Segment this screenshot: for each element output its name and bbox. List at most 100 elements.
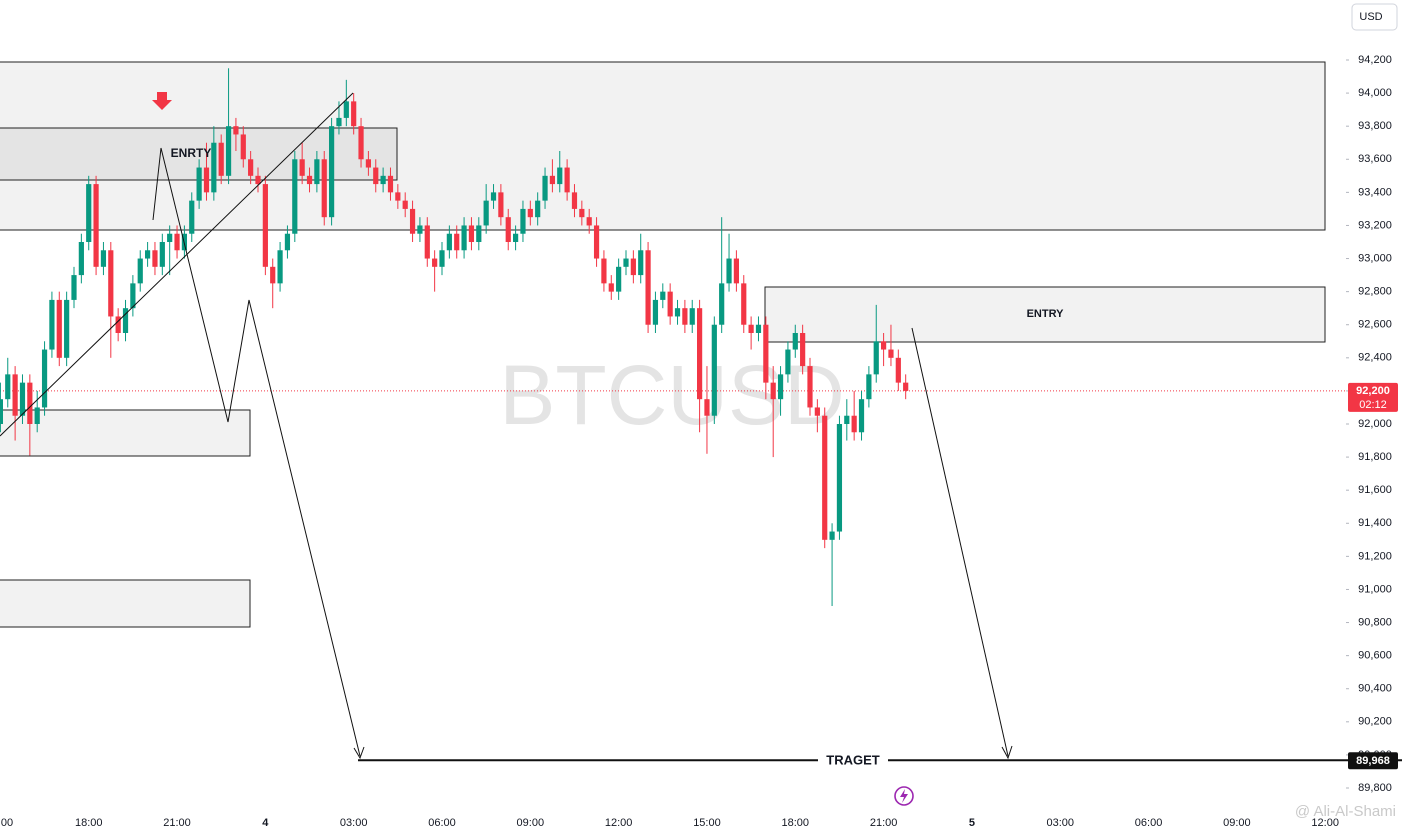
arrow-head: [1001, 745, 1013, 760]
candle-body: [395, 192, 401, 201]
candle-body: [660, 291, 666, 300]
candle-body: [866, 374, 872, 400]
candle-body: [358, 126, 364, 160]
candle-body: [167, 233, 173, 242]
candle-body: [777, 374, 784, 400]
candle-body: [571, 192, 578, 209]
candle-body: [351, 101, 357, 127]
candle-body: [468, 225, 475, 242]
candle-body: [336, 117, 342, 127]
candle-body: [130, 283, 136, 309]
y-tick-label: 90,800: [1358, 616, 1392, 628]
y-tick-label: 91,200: [1358, 550, 1392, 562]
candle-body: [542, 175, 548, 201]
y-tick-label: 92,800: [1358, 286, 1392, 298]
trendline: [0, 92, 354, 437]
replay-bolt: [900, 789, 908, 803]
candle-body: [402, 200, 408, 209]
candle-body: [593, 225, 600, 259]
y-tick-label: 91,800: [1358, 451, 1392, 463]
y-tick-label: 94,200: [1358, 54, 1392, 66]
candle-body: [748, 324, 754, 333]
candle-body: [520, 208, 526, 234]
y-tick-label: 93,400: [1358, 186, 1392, 198]
candle-body: [638, 250, 644, 276]
candle-body: [373, 167, 379, 185]
projection-path: [911, 327, 1009, 757]
candle-body: [711, 324, 717, 416]
candle-body: [689, 308, 695, 325]
candle-body: [78, 242, 84, 276]
candle-body: [667, 291, 673, 317]
candle-body: [41, 349, 48, 408]
replay-icon[interactable]: [894, 786, 914, 806]
candle-body: [763, 324, 769, 383]
candle-body: [409, 208, 416, 234]
candle-body: [122, 308, 129, 333]
candle-body: [755, 324, 762, 333]
candle-body: [12, 374, 18, 416]
x-tick-label: 21:00: [163, 817, 191, 829]
x-tick-label: 03:00: [340, 817, 368, 829]
x-tick-label: 5: [969, 817, 975, 829]
candle-body: [549, 175, 555, 185]
candle-body: [873, 341, 879, 375]
candle-body: [682, 308, 688, 325]
candle-body: [623, 258, 629, 267]
candle-body: [719, 283, 725, 325]
candle-body: [564, 167, 570, 193]
x-tick-label: 09:00: [517, 817, 545, 829]
candle-body: [616, 266, 622, 292]
y-tick-label: 94,000: [1358, 87, 1392, 99]
y-tick-label: 92,400: [1358, 352, 1392, 364]
candle-body: [903, 382, 909, 391]
candle-body: [586, 217, 592, 226]
candle-body: [27, 382, 33, 424]
candle-body: [785, 349, 791, 375]
candle-body: [608, 283, 614, 292]
candle-body: [218, 142, 224, 176]
candle-body: [270, 266, 276, 284]
candle-body: [432, 258, 438, 267]
x-tick-label: 12:00: [1311, 817, 1339, 829]
candle-body: [174, 233, 180, 251]
candle-body: [836, 424, 843, 532]
author-watermark: @ Ali-Al-Shami: [1295, 803, 1396, 820]
candle-body: [888, 349, 894, 358]
zone: [764, 286, 1326, 343]
x-tick-label: 18:00: [75, 817, 103, 829]
y-tick-label: 90,600: [1358, 650, 1392, 662]
candle-body: [498, 192, 504, 218]
candle-body: [424, 225, 430, 259]
zone: [0, 409, 251, 457]
candle-body: [56, 299, 62, 358]
candle-body: [314, 159, 320, 185]
candle-body: [0, 399, 3, 424]
candle-body: [800, 333, 806, 367]
last-price-label: 92,200: [1356, 385, 1390, 397]
candle-body: [645, 250, 651, 325]
candle-body: [152, 250, 158, 267]
candle-body: [513, 233, 519, 242]
candle-body: [505, 217, 511, 242]
y-tick-label: 91,600: [1358, 484, 1392, 496]
candle-body: [733, 258, 739, 284]
candle-body: [34, 407, 40, 424]
candle-body: [115, 316, 121, 333]
candle-body: [292, 159, 298, 234]
currency-button[interactable]: [1351, 3, 1398, 31]
candle-body: [262, 184, 268, 267]
y-tick-label: 93,200: [1358, 219, 1392, 231]
candle-body: [490, 192, 497, 201]
candle-body: [858, 399, 865, 433]
symbol-watermark: BTCUSD: [499, 348, 844, 442]
candle-body: [579, 208, 585, 218]
y-tick-label: 91,000: [1358, 583, 1392, 595]
entry-label: ENTRY: [1027, 308, 1065, 320]
candle-body: [329, 126, 335, 218]
candle-body: [145, 250, 151, 259]
candle-body: [49, 299, 55, 350]
candle-body: [277, 250, 283, 284]
candle-body: [343, 101, 349, 118]
